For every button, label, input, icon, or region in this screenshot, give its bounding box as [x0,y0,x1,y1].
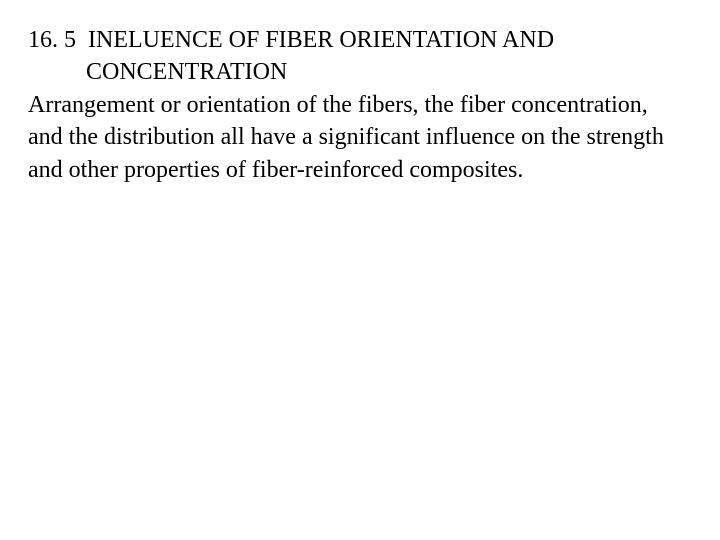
heading-line-2: CONCENTRATION [28,56,680,88]
section-heading: 16. 5 INELUENCE OF FIBER ORIENTATION AND… [28,24,680,89]
section-body: Arrangement or orientation of the fibers… [28,89,680,186]
heading-line-1: 16. 5 INELUENCE OF FIBER ORIENTATION AND [28,24,680,56]
document-page: 16. 5 INELUENCE OF FIBER ORIENTATION AND… [0,0,720,186]
section-number: 16. 5 [28,27,76,53]
section-title-part1: INELUENCE OF FIBER ORIENTATION AND [88,27,554,53]
